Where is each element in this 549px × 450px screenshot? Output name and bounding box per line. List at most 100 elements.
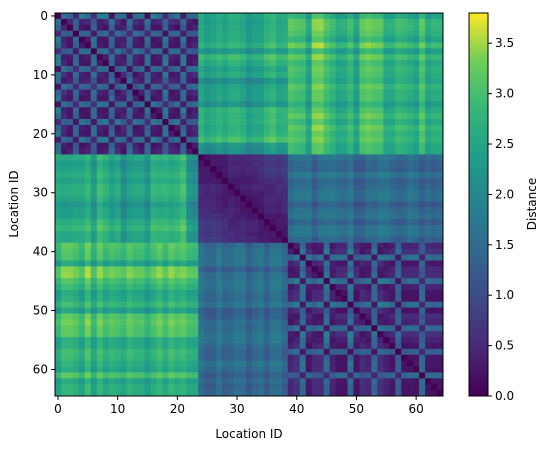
heatmap-cell <box>389 354 396 362</box>
heatmap-cell <box>317 278 325 285</box>
heatmap-cell <box>78 213 86 220</box>
heatmap-cell <box>204 130 211 138</box>
heatmap-cell <box>55 113 62 120</box>
heatmap-cell <box>293 260 301 267</box>
heatmap-cell <box>413 219 420 226</box>
heatmap-cell <box>102 166 110 173</box>
heatmap-cell <box>180 148 187 155</box>
heatmap-cell <box>174 331 181 338</box>
heatmap-cell <box>413 89 420 96</box>
heatmap-cell <box>210 83 217 90</box>
heatmap-cell <box>335 48 342 55</box>
heatmap-cell <box>168 166 175 173</box>
heatmap-cell <box>425 36 432 43</box>
heatmap-cell <box>174 101 181 108</box>
heatmap-cell <box>60 66 68 73</box>
heatmap-cell <box>437 378 444 385</box>
heatmap-cell <box>114 113 122 120</box>
heatmap-cell <box>305 242 313 250</box>
heatmap-cell <box>347 201 354 208</box>
heatmap-cell <box>192 42 199 49</box>
heatmap-cell <box>257 289 265 297</box>
heatmap-cell <box>419 183 426 191</box>
heatmap-cell <box>66 254 74 261</box>
heatmap-cell <box>126 272 133 279</box>
heatmap-cell <box>216 248 223 255</box>
heatmap-cell <box>287 225 295 232</box>
heatmap-cell <box>234 284 241 291</box>
heatmap-cell <box>228 48 235 55</box>
heatmap-cell <box>234 390 241 397</box>
heatmap-cell <box>377 36 384 43</box>
heatmap-cell <box>162 307 169 314</box>
heatmap-cell <box>317 89 325 96</box>
heatmap-cell <box>425 189 432 197</box>
heatmap-cell <box>365 331 372 338</box>
heatmap-cell <box>186 107 193 114</box>
heatmap-cell <box>204 48 211 55</box>
heatmap-cell <box>204 119 211 126</box>
heatmap-cell <box>287 101 295 108</box>
heatmap-cell <box>180 101 187 108</box>
heatmap-cell <box>275 254 283 261</box>
heatmap-cell <box>275 60 283 67</box>
heatmap-cell <box>275 119 283 126</box>
heatmap-cell <box>329 83 336 90</box>
heatmap-cell <box>329 71 336 79</box>
heatmap-cell <box>311 325 319 332</box>
heatmap-cell <box>389 207 396 214</box>
heatmap-cell <box>389 390 396 397</box>
heatmap-cell <box>395 172 402 179</box>
heatmap-cell <box>240 331 247 338</box>
heatmap-cell <box>395 266 402 273</box>
heatmap-cell <box>383 95 390 102</box>
heatmap-cell <box>84 390 92 397</box>
heatmap-cell <box>371 42 378 49</box>
heatmap-cell <box>275 260 283 267</box>
heatmap-cell <box>150 119 157 126</box>
heatmap-cell <box>425 319 432 326</box>
heatmap-cell <box>60 89 68 96</box>
heatmap-cell <box>138 319 145 326</box>
heatmap-cell <box>377 313 384 320</box>
heatmap-cell <box>329 348 336 356</box>
heatmap-cell <box>108 284 116 291</box>
heatmap-cell <box>347 154 354 161</box>
heatmap-cell <box>198 195 205 202</box>
heatmap-cell <box>329 142 336 149</box>
heatmap-cell <box>210 60 217 67</box>
heatmap-cell <box>413 54 420 61</box>
heatmap-cell <box>431 42 438 49</box>
heatmap-cell <box>108 77 116 85</box>
heatmap-cell <box>281 101 289 108</box>
heatmap-cell <box>359 18 366 26</box>
heatmap-cell <box>407 213 414 220</box>
heatmap-cell <box>60 136 68 144</box>
heatmap-cell <box>323 366 330 373</box>
heatmap-cell <box>299 48 307 55</box>
heatmap-cell <box>102 101 110 108</box>
heatmap-cell <box>419 101 426 108</box>
heatmap-cell <box>293 390 301 397</box>
heatmap-cell <box>174 248 181 255</box>
heatmap-cell <box>311 48 319 55</box>
heatmap-cell <box>144 172 151 179</box>
heatmap-cell <box>72 207 80 214</box>
heatmap-cell <box>335 390 342 397</box>
heatmap-cell <box>102 148 110 155</box>
heatmap-cell <box>138 54 145 61</box>
heatmap-cell <box>335 254 342 261</box>
heatmap-cell <box>419 284 426 291</box>
heatmap-cell <box>305 30 313 37</box>
heatmap-cell <box>150 160 157 167</box>
heatmap-cell <box>371 54 378 61</box>
heatmap-cell <box>126 83 133 90</box>
heatmap-cell <box>66 189 74 197</box>
heatmap-cell <box>293 177 301 185</box>
heatmap-cell <box>317 101 325 108</box>
heatmap-cell <box>60 313 68 320</box>
heatmap-cell <box>192 337 199 344</box>
heatmap-cell <box>114 83 122 90</box>
heatmap-cell <box>293 166 301 173</box>
heatmap-cell <box>192 331 199 338</box>
